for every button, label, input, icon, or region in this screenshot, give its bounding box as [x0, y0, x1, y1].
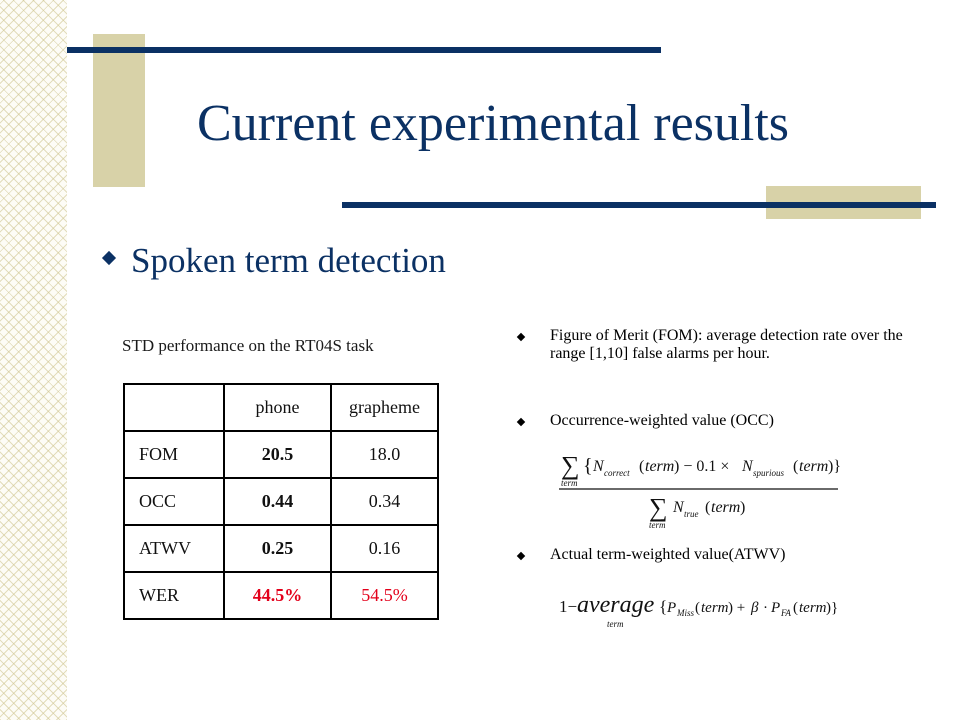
row-label: ATWV [123, 524, 225, 573]
table-cell: 18.0 [330, 430, 439, 479]
svg-text:N: N [741, 458, 754, 475]
svg-text:): ) [740, 499, 745, 516]
table-cell: 20.5 [223, 430, 332, 479]
svg-text:term: term [711, 499, 740, 516]
table-cell: 0.25 [223, 524, 332, 573]
svg-text:term: term [607, 619, 624, 629]
note-fom-text: Figure of Merit (FOM): average detection… [550, 327, 903, 362]
note-occ-text: Occurrence-weighted value (OCC) [550, 412, 774, 429]
svg-text:(: ( [793, 458, 798, 475]
diamond-bullet-icon [516, 332, 526, 342]
svg-text:{: { [583, 455, 593, 477]
row-label: OCC [123, 477, 225, 526]
svg-text:FA: FA [780, 608, 791, 618]
slide-title: Current experimental results [197, 95, 790, 152]
svg-text:term: term [799, 458, 828, 475]
svg-text:spurious: spurious [753, 468, 785, 478]
svg-text:term: term [649, 520, 666, 530]
row-label: FOM [123, 430, 225, 479]
note-occ: Occurrence-weighted value (OCC) [514, 412, 910, 430]
table-row: FOM 20.5 18.0 [123, 430, 439, 479]
decorative-bar-right [342, 202, 936, 208]
svg-text:β: β [750, 600, 759, 616]
svg-text:P: P [770, 600, 780, 616]
svg-text:{: { [659, 597, 667, 616]
svg-text:(: ( [695, 600, 700, 616]
results-table: phone grapheme FOM 20.5 18.0 OCC 0.44 0.… [123, 383, 439, 620]
svg-text:P: P [666, 600, 676, 616]
row-label: WER [123, 571, 225, 620]
svg-text:term: term [561, 478, 578, 488]
svg-text:)}: )} [828, 458, 841, 475]
table-cell: 54.5% [330, 571, 439, 620]
decorative-block-top [93, 34, 145, 187]
svg-text:average: average [577, 592, 655, 618]
svg-text:)}: )} [826, 600, 838, 616]
note-atwv: Actual term-weighted value(ATWV) [514, 546, 910, 564]
svg-text:(: ( [793, 600, 798, 616]
table-row: OCC 0.44 0.34 [123, 477, 439, 526]
atwv-formula: 1− average term { P Miss ( term ) + β · … [559, 592, 838, 629]
main-bullet-text: Spoken term detection [131, 241, 446, 280]
svg-text:1−: 1− [559, 597, 577, 616]
table-cell: 44.5% [223, 571, 332, 620]
decorative-stripe [0, 0, 67, 720]
note-fom: Figure of Merit (FOM): average detection… [514, 327, 910, 363]
svg-text:N: N [672, 499, 685, 516]
svg-text:(: ( [705, 499, 710, 516]
decorative-bar-top [67, 47, 661, 53]
svg-text:N: N [592, 458, 605, 475]
svg-text:term: term [645, 458, 674, 475]
svg-text:Miss: Miss [676, 608, 695, 618]
svg-text:(: ( [639, 458, 644, 475]
diamond-bullet-icon [516, 551, 526, 561]
table-cell: 0.44 [223, 477, 332, 526]
table-row: ATWV 0.25 0.16 [123, 524, 439, 573]
note-atwv-text: Actual term-weighted value(ATWV) [550, 546, 786, 563]
diamond-bullet-icon [101, 250, 117, 266]
table-row: WER 44.5% 54.5% [123, 571, 439, 620]
svg-text:) − 0.1 ×: ) − 0.1 × [674, 458, 729, 475]
table-corner-cell [123, 383, 225, 432]
table-caption: STD performance on the RT04S task [122, 336, 374, 355]
svg-text:∑: ∑ [561, 451, 580, 480]
svg-text:correct: correct [604, 468, 630, 478]
svg-text:) +: ) + [728, 600, 745, 616]
occ-formula: ∑ term { N correct ( term ) − 0.1 × N sp… [559, 451, 841, 530]
table-cell: 0.34 [330, 477, 439, 526]
svg-text:·: · [763, 600, 768, 616]
column-header-phone: phone [223, 383, 332, 432]
main-bullet: Spoken term detection [101, 236, 446, 286]
svg-text:term: term [701, 600, 729, 616]
table-header-row: phone grapheme [123, 383, 439, 432]
column-header-grapheme: grapheme [330, 383, 439, 432]
diamond-bullet-icon [516, 417, 526, 427]
svg-text:∑: ∑ [649, 493, 668, 522]
svg-text:true: true [684, 509, 699, 519]
table-cell: 0.16 [330, 524, 439, 573]
svg-text:term: term [799, 600, 827, 616]
